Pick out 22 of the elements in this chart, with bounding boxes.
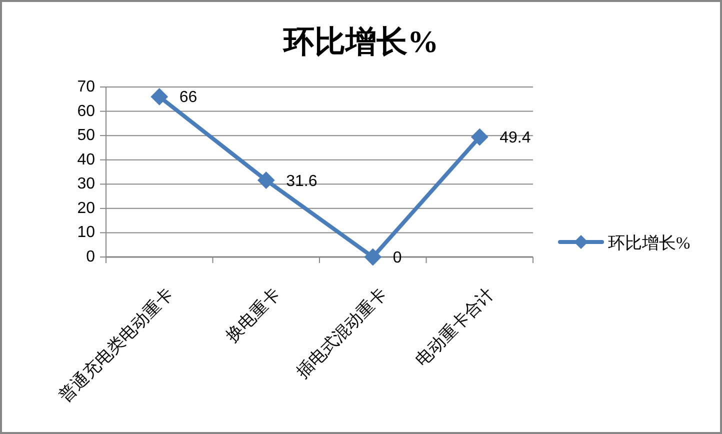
data-label: 0 bbox=[392, 250, 402, 266]
point bbox=[471, 128, 488, 146]
y-tick-label: 40 bbox=[77, 151, 96, 168]
y-tick-label: 10 bbox=[77, 224, 96, 242]
chart-title: 环比增长% bbox=[282, 24, 438, 59]
point bbox=[150, 88, 168, 106]
y-tick-label: 60 bbox=[77, 102, 96, 120]
y-tick-label: 0 bbox=[86, 248, 96, 266]
data-label: 66 bbox=[179, 89, 198, 106]
x-tick-label: 插电式混动重卡 bbox=[293, 284, 391, 382]
x-tick-label: 换电重卡 bbox=[222, 284, 284, 346]
data-label: 31.6 bbox=[286, 172, 318, 190]
y-tick-label: 30 bbox=[77, 176, 96, 193]
x-tick-label: 普通充电类电动重卡 bbox=[55, 284, 178, 406]
y-tick-label: 70 bbox=[77, 78, 96, 96]
legend-label: 环比增长% bbox=[608, 234, 690, 252]
y-tick-label: 20 bbox=[77, 200, 96, 217]
point bbox=[364, 248, 382, 266]
data-label: 49.4 bbox=[500, 130, 531, 147]
y-tick-label: 50 bbox=[77, 127, 96, 144]
x-tick-label: 电动重卡合计 bbox=[412, 284, 498, 370]
point bbox=[258, 172, 275, 189]
